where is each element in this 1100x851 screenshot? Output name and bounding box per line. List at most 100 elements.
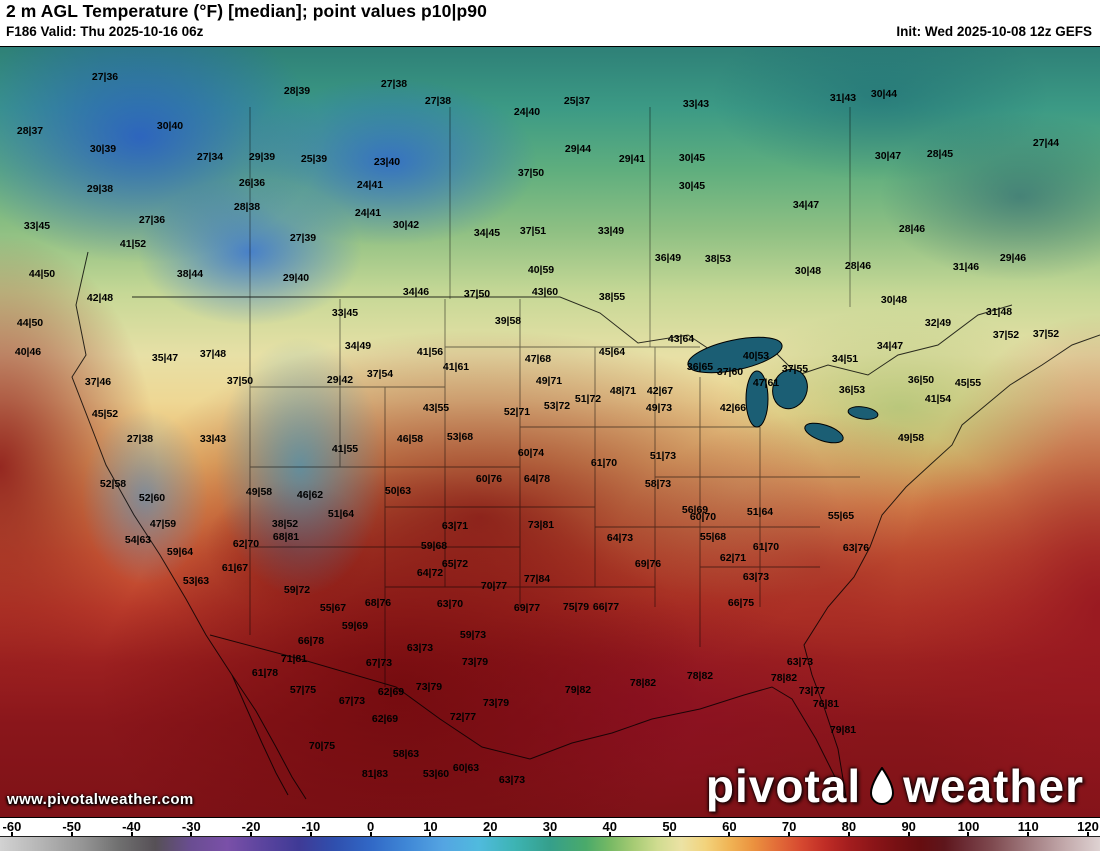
map-title: 2 m AGL Temperature (°F) [median]; point… <box>6 1 487 21</box>
droplet-icon <box>869 766 895 805</box>
colorbar-tick-mark <box>1087 832 1090 836</box>
temperature-map[interactable]: www.pivotalweather.com pivotal weather 2… <box>0 46 1100 818</box>
point-value: 27|38 <box>424 95 452 107</box>
colorbar-tick-label: 70 <box>781 819 797 834</box>
point-value: 50|63 <box>384 485 412 497</box>
point-value: 43|60 <box>531 286 559 298</box>
point-value: 28|45 <box>926 148 954 160</box>
point-value: 23|40 <box>373 156 401 168</box>
colorbar: -60 -50 -40 -30 -20 -10 0 10 20 30 40 50 60 70 80 90 100… <box>0 818 1100 851</box>
point-value: 29|38 <box>86 183 114 195</box>
point-value: 60|70 <box>689 511 717 523</box>
colorbar-tick-label: 10 <box>423 819 438 834</box>
point-value: 34|49 <box>344 340 372 352</box>
point-value: 55|68 <box>699 531 727 543</box>
point-value: 30|48 <box>794 265 822 277</box>
point-value: 27|44 <box>1032 137 1060 149</box>
point-value: 41|55 <box>331 443 359 455</box>
point-value: 34|45 <box>473 227 501 239</box>
colorbar-tick-mark <box>369 832 372 836</box>
point-value: 78|82 <box>770 672 798 684</box>
point-value: 73|79 <box>482 697 510 709</box>
point-value: 31|48 <box>985 306 1013 318</box>
colorbar-tick-label: 60 <box>722 819 737 834</box>
point-value: 64|73 <box>606 532 634 544</box>
colorbar-gradient <box>0 836 1100 851</box>
colorbar-tick-label: -40 <box>122 819 141 834</box>
point-value: 63|71 <box>441 520 469 532</box>
point-value: 73|79 <box>461 656 489 668</box>
point-value: 67|73 <box>365 657 393 669</box>
point-value: 60|74 <box>517 447 545 459</box>
colorbar-tick-mark <box>728 832 731 836</box>
colorbar-tick-label: 100 <box>957 819 980 834</box>
point-value: 71|81 <box>280 653 308 665</box>
colorbar-tick-mark <box>847 832 850 836</box>
point-value: 42|48 <box>86 292 114 304</box>
point-value: 44|50 <box>28 268 56 280</box>
point-value: 60|63 <box>452 762 480 774</box>
point-value: 30|40 <box>156 120 184 132</box>
point-value: 79|81 <box>829 724 857 736</box>
point-value: 72|77 <box>449 711 477 723</box>
point-value: 30|48 <box>880 294 908 306</box>
point-value: 39|58 <box>494 315 522 327</box>
point-value: 78|82 <box>686 670 714 682</box>
colorbar-tick-mark <box>668 832 671 836</box>
point-value: 57|75 <box>289 684 317 696</box>
point-value: 37|52 <box>1032 328 1060 340</box>
point-value: 31|46 <box>952 261 980 273</box>
point-value: 25|39 <box>300 153 328 165</box>
colorbar-tick-mark <box>608 832 611 836</box>
point-value: 32|49 <box>924 317 952 329</box>
point-value: 69|76 <box>634 558 662 570</box>
point-value: 61|70 <box>590 457 618 469</box>
point-value: 28|46 <box>844 260 872 272</box>
baja-coastline <box>231 674 289 796</box>
point-value: 36|50 <box>907 374 935 386</box>
point-value: 52|60 <box>138 492 166 504</box>
point-value: 49|73 <box>645 402 673 414</box>
point-value: 78|82 <box>629 677 657 689</box>
point-value: 34|46 <box>402 286 430 298</box>
point-value: 33|45 <box>23 220 51 232</box>
point-value: 76|81 <box>812 698 840 710</box>
point-value: 58|63 <box>392 748 420 760</box>
point-value: 49|71 <box>535 375 563 387</box>
colorbar-tick-mark <box>250 832 253 836</box>
colorbar-tick-mark <box>907 832 910 836</box>
point-value: 62|69 <box>371 713 399 725</box>
point-value: 61|78 <box>251 667 279 679</box>
point-value: 47|61 <box>752 377 780 389</box>
point-value: 35|47 <box>151 352 179 364</box>
point-value: 59|69 <box>341 620 369 632</box>
point-value: 36|53 <box>838 384 866 396</box>
point-value: 63|73 <box>786 656 814 668</box>
point-value: 37|54 <box>366 368 394 380</box>
point-value: 29|41 <box>618 153 646 165</box>
point-value: 28|38 <box>233 201 261 213</box>
point-value: 53|60 <box>422 768 450 780</box>
state-borders <box>71 107 1100 800</box>
point-value: 24|41 <box>354 207 382 219</box>
point-value: 29|42 <box>326 374 354 386</box>
point-value: 30|45 <box>678 152 706 164</box>
point-value: 29|40 <box>282 272 310 284</box>
point-value: 29|46 <box>999 252 1027 264</box>
point-value: 64|78 <box>523 473 551 485</box>
point-value: 51|73 <box>649 450 677 462</box>
point-value: 53|63 <box>182 575 210 587</box>
colorbar-tick-label: 90 <box>901 819 916 834</box>
point-value: 63|76 <box>842 542 870 554</box>
colorbar-tick-mark <box>429 832 432 836</box>
colorbar-tick-label: 80 <box>841 819 857 834</box>
point-value: 30|39 <box>89 143 117 155</box>
point-value: 37|50 <box>517 167 545 179</box>
colorbar-tick-label: 120 <box>1077 819 1099 834</box>
colorbar-tick-label: 50 <box>662 819 677 834</box>
model-init-time: Init: Wed 2025-10-08 12z GEFS <box>896 24 1092 39</box>
point-value: 58|73 <box>644 478 672 490</box>
point-value: 52|71 <box>503 406 531 418</box>
point-value: 63|73 <box>742 571 770 583</box>
point-value: 40|46 <box>14 346 42 358</box>
